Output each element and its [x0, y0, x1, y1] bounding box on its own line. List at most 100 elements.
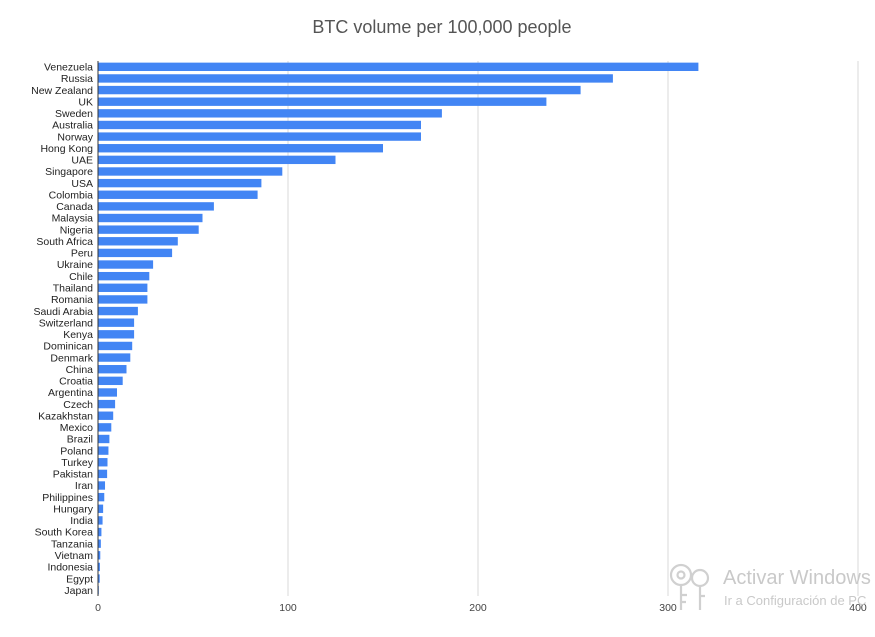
category-label: Dominican — [43, 341, 93, 353]
bar — [98, 97, 547, 106]
category-label: Saudi Arabia — [33, 306, 93, 318]
bar — [98, 341, 133, 351]
bar — [98, 202, 214, 211]
category-label: Canada — [56, 201, 93, 213]
bar — [98, 74, 613, 83]
bar — [98, 318, 135, 327]
category-label: Romania — [51, 294, 93, 306]
bar — [98, 574, 100, 583]
category-label: Peru — [71, 248, 93, 260]
category-label: Pakistan — [53, 469, 93, 481]
category-label: UAE — [71, 155, 93, 167]
category-label: Philippines — [42, 492, 93, 504]
bar — [98, 458, 108, 467]
category-label: Iran — [75, 480, 93, 492]
bar — [98, 399, 116, 409]
bar — [98, 178, 262, 188]
bar — [98, 248, 173, 258]
bar — [98, 283, 148, 292]
category-label: South Korea — [35, 527, 94, 539]
category-label: Sweden — [55, 108, 93, 120]
bar — [98, 330, 135, 339]
x-tick-label: 100 — [279, 602, 297, 614]
category-label: Chile — [69, 271, 93, 283]
category-label: Croatia — [59, 376, 93, 388]
bar — [98, 353, 131, 362]
bar — [98, 365, 127, 374]
bar — [98, 516, 103, 525]
category-label: Nigeria — [60, 224, 93, 236]
category-label: Japan — [64, 585, 93, 597]
category-label: Czech — [63, 399, 93, 411]
category-label: Switzerland — [39, 317, 93, 329]
bar — [98, 167, 283, 176]
category-label: Denmark — [50, 352, 93, 364]
bar — [98, 434, 110, 444]
bar — [98, 109, 442, 118]
bar — [98, 295, 148, 304]
category-label: Norway — [57, 131, 93, 143]
bar — [98, 539, 101, 548]
category-label: USA — [71, 178, 93, 190]
category-label: Hungary — [53, 503, 93, 515]
x-tick-label: 0 — [95, 602, 101, 614]
category-label: Singapore — [45, 166, 93, 178]
gridlines — [287, 61, 859, 596]
category-label: Tanzania — [51, 538, 93, 550]
bar — [98, 120, 421, 130]
category-label: Colombia — [49, 189, 94, 201]
bar — [98, 85, 581, 95]
category-label: Egypt — [66, 573, 93, 585]
bar — [98, 271, 150, 281]
bars — [98, 62, 699, 595]
category-label: Kazakhstan — [38, 410, 93, 422]
bar — [98, 190, 258, 199]
category-label: New Zealand — [31, 85, 93, 97]
bar — [98, 225, 199, 234]
chart-title: BTC volume per 100,000 people — [312, 17, 571, 37]
bar — [98, 132, 421, 141]
category-label: Brazil — [67, 434, 93, 446]
bar — [98, 481, 106, 490]
category-label: Ukraine — [57, 259, 93, 271]
category-label: Vietnam — [55, 550, 94, 562]
category-label: UK — [78, 96, 93, 108]
bar — [98, 237, 178, 246]
x-tick-label: 200 — [469, 602, 487, 614]
bar — [98, 376, 123, 386]
bar — [98, 213, 203, 223]
bar — [98, 260, 154, 269]
x-tick-label: 300 — [659, 602, 677, 614]
category-label: South Africa — [36, 236, 93, 248]
category-label: Mexico — [60, 422, 93, 434]
bar — [98, 551, 101, 560]
category-label: Thailand — [53, 282, 93, 294]
x-tick-labels: 0 100 200 300 400 — [95, 602, 867, 614]
bar — [98, 527, 102, 537]
bar — [98, 144, 383, 153]
category-label: Turkey — [61, 457, 93, 469]
bar — [98, 562, 100, 572]
category-label: Venezuela — [44, 62, 93, 74]
category-label: Poland — [60, 445, 93, 457]
category-label: Malaysia — [52, 213, 94, 225]
category-label: Australia — [52, 120, 93, 132]
bar — [98, 306, 138, 316]
bar — [98, 446, 109, 455]
category-label: Russia — [61, 73, 93, 85]
x-tick-label: 400 — [849, 602, 867, 614]
bar — [98, 155, 336, 165]
category-label: Hong Kong — [40, 143, 93, 155]
bar — [98, 492, 105, 502]
bar — [98, 388, 117, 397]
bar — [98, 504, 104, 513]
bar — [98, 411, 114, 420]
bar — [98, 62, 699, 72]
category-label: India — [70, 515, 93, 527]
category-label: Kenya — [63, 329, 93, 341]
bar — [98, 469, 108, 479]
bar — [98, 423, 112, 432]
category-label: China — [66, 364, 94, 376]
